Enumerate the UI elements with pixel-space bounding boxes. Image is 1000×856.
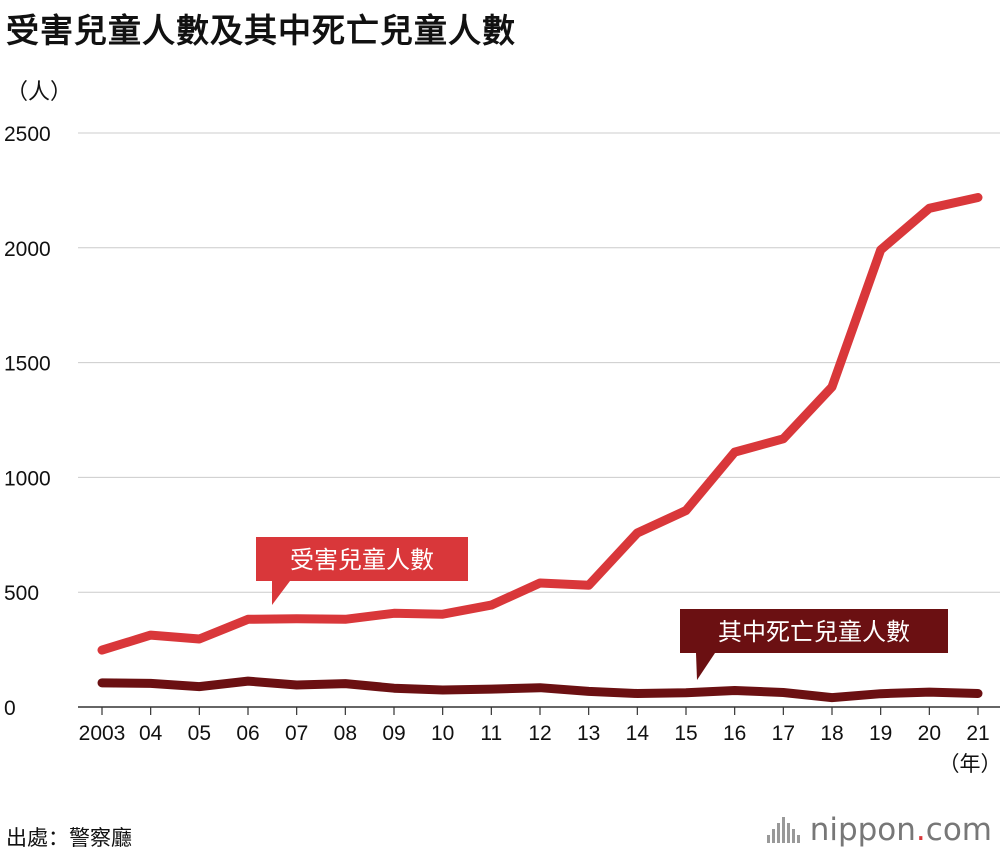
series-label-1: 受害兒童人數 — [290, 546, 434, 574]
series-line-2 — [97, 676, 983, 703]
y-tick-label: 2500 — [4, 123, 51, 146]
y-tick-label: 1000 — [4, 467, 51, 490]
y-tick-label: 0 — [4, 697, 16, 720]
callout-pointer — [696, 653, 715, 680]
x-tick-label: 11 — [480, 722, 502, 745]
gridlines — [78, 132, 1000, 708]
series-line-1 — [97, 193, 983, 655]
brand-name: nippon — [809, 812, 916, 848]
x-tick-label: 04 — [139, 722, 163, 745]
x-tick-label: 18 — [820, 722, 843, 745]
x-tick-label: 21 — [966, 722, 989, 745]
x-tick-label: 10 — [431, 722, 454, 745]
x-tick-label: 15 — [674, 722, 697, 745]
x-tick-label: 13 — [577, 722, 600, 745]
line-chart: 0 500 1000 1500 2000 2500 2003 04 05 06 07 08 09 10 1… — [4, 123, 1000, 776]
callout-pointer — [272, 581, 290, 605]
brand-suffix: com — [925, 812, 992, 848]
y-unit-label: （人） — [6, 80, 73, 105]
y-tick-label: 1500 — [4, 353, 51, 376]
x-tick-label: 09 — [382, 722, 405, 745]
x-tick-label: 20 — [918, 722, 941, 745]
brand-bars-icon — [766, 817, 800, 843]
x-tick-label: 16 — [723, 722, 746, 745]
y-tick-label: 2000 — [4, 238, 51, 261]
y-tick-label: 500 — [4, 582, 39, 605]
x-tick-label: 08 — [334, 722, 357, 745]
x-tick-label: 19 — [869, 722, 892, 745]
series-label-2: 其中死亡兒童人數 — [718, 618, 910, 646]
callout-box — [256, 537, 468, 581]
callout-box — [680, 609, 948, 653]
y-axis-ticks: 0 500 1000 1500 2000 2500 — [4, 123, 51, 720]
series-lines — [97, 193, 983, 703]
x-tick-label: 12 — [528, 722, 551, 745]
x-tick-label: 05 — [188, 722, 211, 745]
x-tick-label: 17 — [772, 722, 795, 745]
x-axis-ticks: 2003 04 05 06 07 08 09 10 11 12 13 14 15 16 17 18 19 20 21 — [79, 707, 990, 745]
x-tick-label: 2003 — [79, 722, 126, 745]
x-tick-label: 07 — [285, 722, 308, 745]
chart-title: 受害兒童人數及其中死亡兒童人數 — [6, 11, 516, 50]
source-note: 出處：警察廳 — [6, 826, 132, 850]
x-tick-label: 14 — [626, 722, 650, 745]
x-unit-label: （年） — [939, 753, 1000, 776]
x-tick-label: 06 — [236, 722, 259, 745]
brand-logo: nippon.com — [766, 812, 992, 848]
